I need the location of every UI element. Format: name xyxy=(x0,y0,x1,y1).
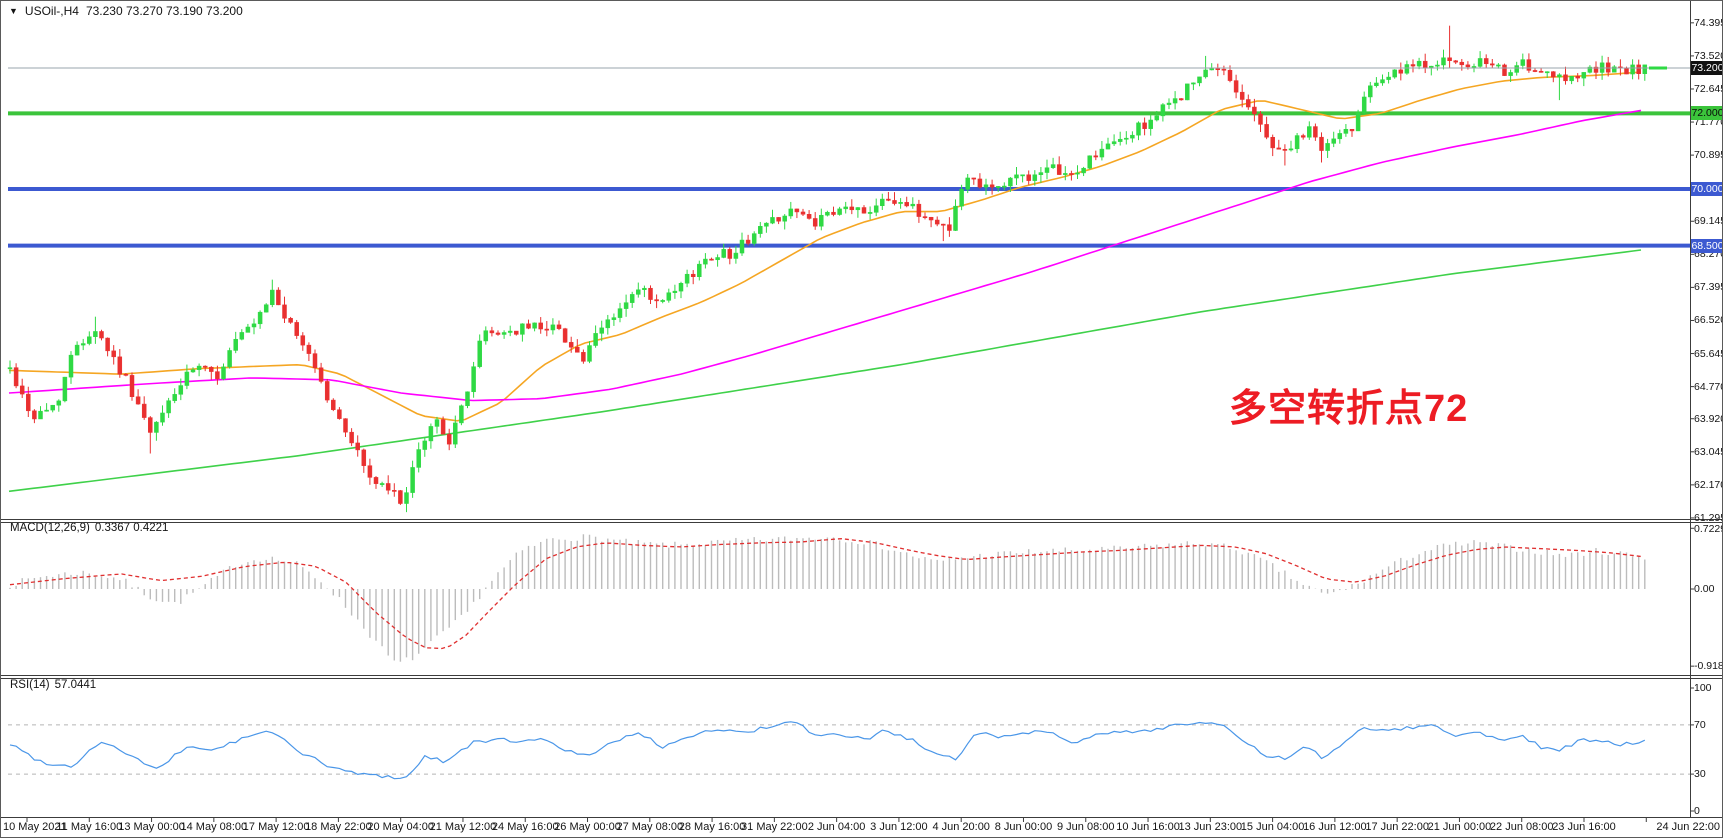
macd-title: MACD(12,26,9) xyxy=(10,522,90,534)
horizontal-levels xyxy=(8,111,1690,248)
pane-borders xyxy=(1,1,1722,818)
y-axis-ticks xyxy=(1690,22,1694,812)
mid-ma-line xyxy=(8,109,1642,402)
slow-ma-line xyxy=(8,249,1642,493)
x-axis-ticks xyxy=(26,817,1647,822)
candles xyxy=(7,25,1648,513)
macd-signal-line xyxy=(9,538,1643,650)
macd-signal-path xyxy=(9,538,1643,650)
chevron-down-icon[interactable]: ▼ xyxy=(9,6,18,16)
moving-averages xyxy=(8,71,1642,493)
fast-ma-line xyxy=(8,71,1642,422)
symbol-period-label: USOil-,H4 xyxy=(24,4,79,18)
rsi-path xyxy=(9,721,1646,780)
chart-annotation-text: 多空转折点72 xyxy=(1229,388,1469,430)
macd-histogram xyxy=(9,534,1646,662)
macd-indicator-label: MACD(12,26,9) 0.3367 0.4221 xyxy=(10,522,173,534)
rsi-value: 57.0441 xyxy=(54,679,97,691)
rsi-levels xyxy=(8,724,1690,775)
rsi-indicator-label: RSI(14) 57.0441 xyxy=(10,679,101,691)
symbol-header: ▼ USOil-,H4 73.230 73.270 73.190 73.200 xyxy=(9,4,243,18)
rsi-line xyxy=(9,721,1646,780)
rsi-title: RSI(14) xyxy=(10,679,50,691)
ohlc-quote-label: 73.230 73.270 73.190 73.200 xyxy=(85,4,243,18)
macd-values: 0.3367 0.4221 xyxy=(94,522,169,534)
